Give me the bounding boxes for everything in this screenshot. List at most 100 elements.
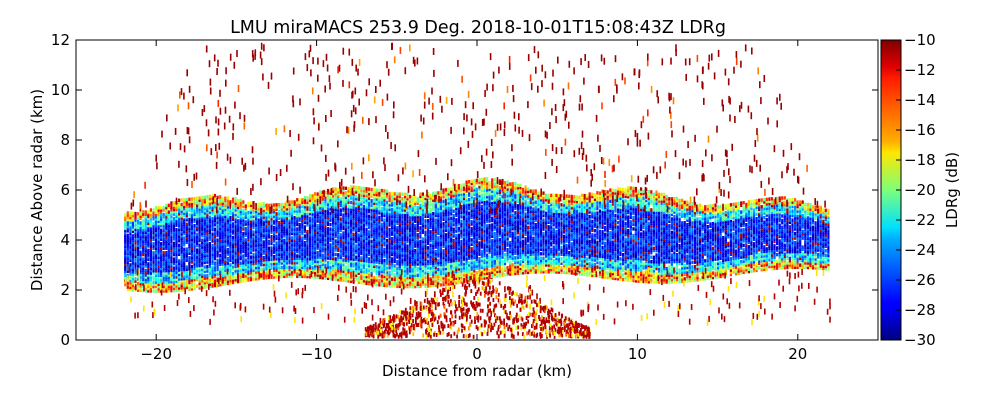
radar-cell — [283, 205, 286, 209]
radar-cell — [275, 268, 278, 272]
radar-cell — [162, 217, 165, 221]
radar-cell — [172, 248, 176, 252]
radar-cell — [219, 267, 222, 271]
radar-cell — [165, 208, 168, 212]
radar-cell — [411, 233, 414, 237]
radar-cell — [360, 206, 363, 211]
radar-cell — [229, 247, 232, 251]
radar-cell — [419, 244, 422, 248]
radar-cell — [234, 235, 237, 239]
radar-cell — [398, 205, 401, 210]
radar-cell — [329, 274, 332, 279]
radar-cell — [216, 215, 219, 220]
radar-cell — [388, 250, 391, 254]
radar-cell — [406, 197, 409, 201]
radar-cell — [229, 211, 232, 215]
radar-cell — [329, 216, 332, 220]
radar-cell — [219, 208, 222, 213]
radar-cell — [285, 202, 288, 206]
radar-cell — [429, 207, 432, 211]
radar-cell — [427, 261, 430, 266]
radar-cell — [373, 255, 376, 259]
radar-cell — [432, 238, 435, 243]
radar-cell — [170, 255, 173, 259]
radar-cell — [213, 193, 217, 198]
radar-cell — [167, 244, 170, 248]
radar-cell — [229, 227, 232, 231]
radar-cell — [285, 240, 288, 245]
radar-cell — [255, 218, 258, 223]
radar-cell — [416, 251, 419, 255]
radar-cell — [147, 282, 150, 286]
radar-cell — [301, 238, 304, 243]
radar-cell — [257, 231, 260, 236]
radar-cell — [380, 206, 383, 211]
radar-cell — [193, 278, 196, 282]
radar-cell — [206, 285, 209, 289]
radar-cell — [393, 284, 396, 288]
radar-cell — [275, 223, 278, 227]
radar-cell — [373, 212, 376, 217]
radar-cell — [424, 194, 427, 198]
radar-cell — [170, 266, 173, 270]
radar-cell — [224, 212, 227, 216]
radar-cell — [398, 221, 401, 226]
radar-cell — [321, 246, 324, 251]
radar-cell — [239, 254, 242, 259]
radar-cell — [255, 247, 258, 252]
radar-cell — [457, 184, 460, 188]
radar-cell — [380, 281, 383, 285]
radar-cell — [339, 266, 342, 271]
radar-cell — [344, 267, 347, 271]
radar-cell — [170, 226, 173, 230]
radar-cell — [391, 257, 394, 261]
radar-cell — [350, 272, 353, 277]
radar-cell — [160, 242, 163, 246]
radar-cell — [273, 264, 276, 268]
radar-cell — [242, 220, 245, 224]
radar-cell — [160, 287, 163, 291]
radar-cell — [334, 205, 337, 209]
radar-cell — [142, 234, 145, 239]
radar-cell — [380, 240, 383, 245]
radar-cell — [439, 193, 442, 197]
radar-cell — [124, 217, 127, 222]
radar-cell — [165, 282, 168, 286]
radar-cell — [432, 241, 435, 245]
radar-cell — [365, 247, 368, 252]
radar-cell — [134, 263, 137, 267]
radar-cell — [193, 199, 196, 203]
radar-cell — [365, 189, 368, 193]
radar-cell — [424, 246, 427, 250]
radar-cell — [460, 194, 463, 199]
radar-cell — [398, 192, 401, 196]
radar-cell — [293, 252, 296, 256]
radar-cell — [244, 220, 247, 224]
radar-cell — [460, 230, 463, 235]
radar-cell — [406, 278, 409, 282]
radar-cell — [442, 208, 445, 212]
radar-cell — [126, 253, 129, 258]
radar-cell — [180, 281, 183, 285]
radar-cell — [242, 276, 245, 281]
radar-cell — [308, 261, 312, 265]
radar-cell — [316, 210, 319, 214]
radar-cell — [465, 263, 468, 268]
radar-cell — [147, 268, 150, 273]
radar-cell — [203, 247, 206, 251]
radar-cell — [198, 234, 201, 238]
radar-cell — [396, 280, 399, 284]
radar-cell — [414, 280, 417, 284]
radar-cell — [134, 250, 137, 254]
radar-cell — [219, 244, 222, 249]
radar-cell — [144, 228, 147, 232]
radar-cell — [465, 194, 468, 198]
radar-cell — [137, 286, 140, 290]
radar-cell — [262, 258, 265, 262]
radar-cell — [149, 248, 152, 253]
radar-cell — [270, 239, 273, 243]
radar-cell — [160, 280, 163, 284]
radar-cell — [124, 213, 127, 217]
radar-cell — [190, 280, 193, 284]
radar-cell — [424, 196, 427, 201]
